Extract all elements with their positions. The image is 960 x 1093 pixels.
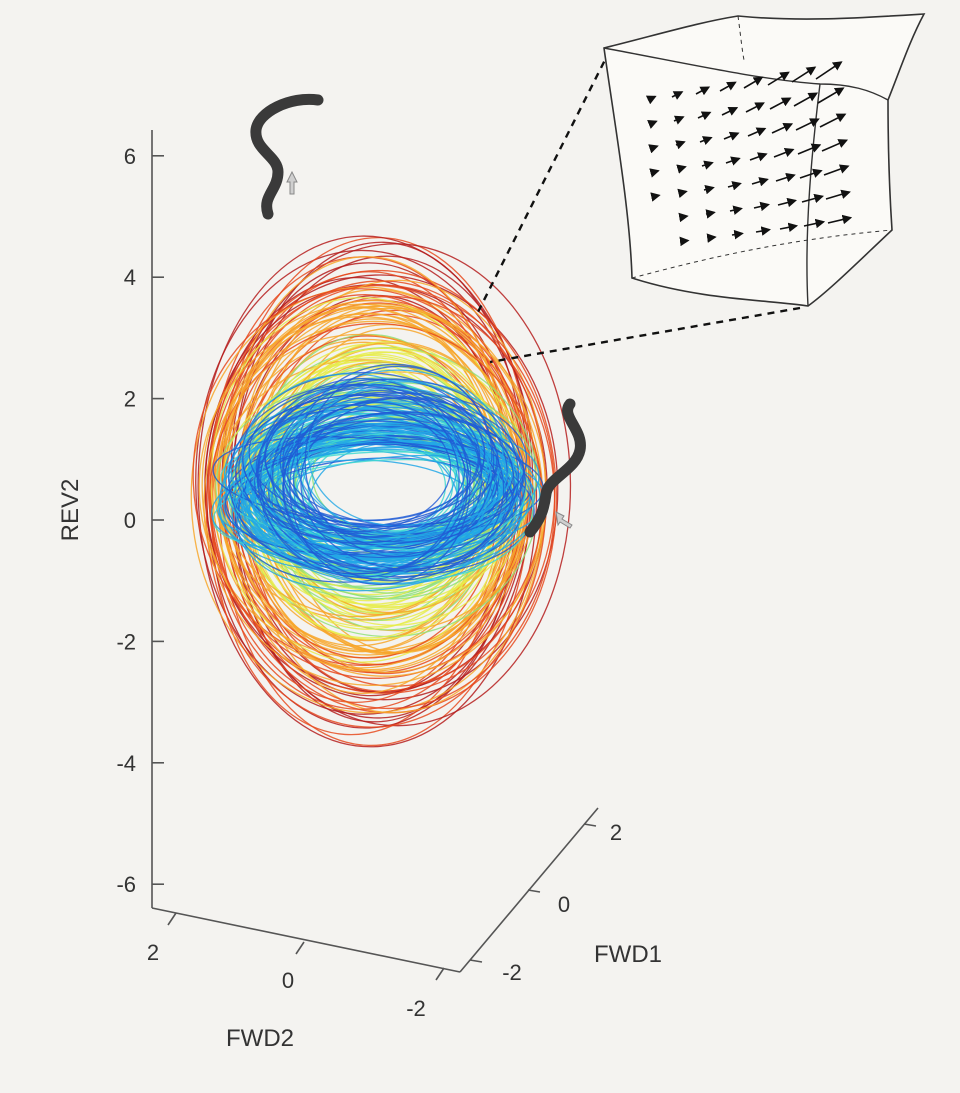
fwd2-tick-mark bbox=[296, 942, 304, 954]
vector-field-inset bbox=[604, 14, 924, 306]
trajectory-lines bbox=[182, 232, 573, 751]
fwd1-tick-label: 0 bbox=[558, 892, 570, 917]
fwd1-tick-mark bbox=[584, 824, 596, 826]
fwd2-tick-label: 2 bbox=[147, 940, 159, 965]
fwd1-tick-label: -2 bbox=[502, 960, 522, 985]
fwd2-tick-mark bbox=[436, 968, 444, 980]
rev2-tick-label: 2 bbox=[124, 387, 136, 412]
fwd2-tick-label: 0 bbox=[282, 968, 294, 993]
fwd2-axis-line bbox=[152, 908, 460, 972]
vector-arrow bbox=[656, 195, 659, 196]
fwd2-tick-mark bbox=[168, 913, 176, 925]
inset-connector-top bbox=[478, 50, 610, 312]
fwd1-tick-mark bbox=[470, 960, 482, 962]
fwd1-tick-mark bbox=[528, 890, 540, 892]
rev2-tick-label: -6 bbox=[116, 872, 136, 897]
rev2-ticks: 6 4 2 0 -2 -4 -6 bbox=[116, 144, 164, 897]
rev2-tick-label: 0 bbox=[124, 508, 136, 533]
rev2-tick-label: -2 bbox=[116, 629, 136, 654]
vector-arrow bbox=[708, 237, 715, 238]
inset-connector-bottom bbox=[490, 308, 800, 362]
rev2-tick-label: -4 bbox=[116, 751, 136, 776]
fwd1-tick-label: 2 bbox=[610, 820, 622, 845]
fwd2-tick-label: -2 bbox=[406, 996, 426, 1021]
vector-arrow bbox=[654, 171, 658, 172]
worm-icon-reverse bbox=[256, 99, 318, 214]
rev2-axis-label: REV2 bbox=[57, 479, 84, 542]
fwd1-axis-label: FWD1 bbox=[594, 941, 662, 968]
fwd2-axis-label: FWD2 bbox=[226, 1025, 294, 1052]
fwd2-ticks: 2 0 -2 bbox=[147, 913, 444, 1021]
rev2-tick-label: 4 bbox=[124, 265, 136, 290]
vector-arrow bbox=[682, 216, 687, 217]
rev2-tick-label: 6 bbox=[124, 144, 136, 169]
